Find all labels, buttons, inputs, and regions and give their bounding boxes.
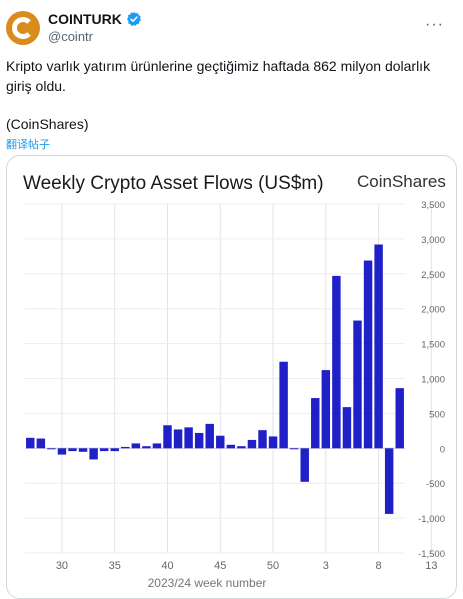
chart-bar — [57, 448, 67, 455]
chart-bar — [142, 446, 151, 449]
chart-bar — [26, 437, 35, 449]
y-tick-label: 1,000 — [421, 375, 445, 386]
chart-bar — [47, 448, 56, 450]
author-handle[interactable]: @cointr — [48, 29, 93, 44]
chart-bar — [363, 260, 373, 449]
avatar[interactable] — [6, 11, 40, 45]
chart-bar — [36, 438, 46, 449]
y-tick-label: 500 — [429, 409, 445, 420]
chart-bar — [353, 320, 362, 449]
x-tick-label: 13 — [425, 560, 437, 572]
y-tick-label: 2,000 — [421, 305, 445, 316]
more-options-icon[interactable]: ··· — [425, 16, 444, 33]
x-tick-label: 8 — [376, 560, 382, 572]
chart-bar — [247, 439, 257, 449]
chart-bar — [342, 407, 352, 449]
chart-bar — [205, 423, 214, 449]
x-tick-label: 3 — [323, 560, 329, 572]
chart-bar — [173, 429, 183, 449]
y-tick-label: 0 — [440, 444, 445, 455]
chart-svg: 3,500 3,000 2,500 2,000 1,500 1,000 500 0 -500 -1… — [23, 172, 446, 590]
chart-grid — [25, 203, 432, 554]
chart-bar — [300, 448, 309, 482]
chart-bar — [184, 427, 193, 449]
chart-bar — [279, 361, 288, 449]
x-tick-label: 30 — [56, 560, 68, 572]
chart-bar — [289, 448, 299, 450]
chart-bar — [131, 443, 141, 449]
chart-bar — [268, 436, 278, 449]
x-tick-label: 50 — [267, 560, 279, 572]
y-axis: 3,500 3,000 2,500 2,000 1,500 1,000 500 0 -500 -1… — [418, 200, 445, 560]
x-tick-label: 35 — [109, 560, 121, 572]
y-tick-label: 3,000 — [421, 235, 445, 246]
chart-bar — [226, 444, 236, 449]
author-names: COINTURK @cointr — [48, 11, 142, 44]
chart-bar — [194, 432, 204, 449]
x-axis-label: 2023/24 week number — [148, 576, 267, 590]
chart-bar — [374, 244, 383, 449]
chart-bar — [395, 388, 404, 449]
chart-bar — [332, 275, 341, 449]
tweet-media-chart[interactable]: 3,500 3,000 2,500 2,000 1,500 1,000 500 0 -500 -1… — [6, 155, 457, 599]
chart-bar — [78, 448, 88, 452]
x-tick-label: 40 — [161, 560, 173, 572]
chart-bar — [311, 398, 320, 449]
x-tick-label: 45 — [214, 560, 226, 572]
y-tick-label: 2,500 — [421, 270, 445, 281]
chart-bar — [321, 370, 331, 449]
chart-bar — [152, 443, 162, 449]
chart-bar — [68, 448, 77, 452]
verified-badge-icon — [126, 11, 142, 27]
x-axis: 30 35 40 45 50 3 8 13 — [56, 560, 438, 572]
translate-post-link[interactable]: 翻译帖子 — [6, 139, 50, 151]
chart-bar — [121, 446, 130, 449]
tweet-text: Kripto varlık yatırım ürünlerine geçtiği… — [6, 58, 431, 94]
y-tick-label: -500 — [426, 479, 445, 490]
chart-title: Weekly Crypto Asset Flows (US$m) — [23, 173, 324, 194]
chart-bar — [110, 448, 119, 452]
tweet-source-text: (CoinShares) — [6, 116, 89, 132]
tweet-header: COINTURK @cointr ··· — [6, 8, 456, 48]
chart-bar — [237, 446, 246, 449]
chart-bar — [89, 448, 98, 460]
display-name-text: COINTURK — [48, 11, 122, 27]
coinshares-brand: CoinShares — [357, 172, 446, 191]
chart-bar — [258, 430, 267, 449]
chart-bar — [163, 425, 172, 449]
author-display-name[interactable]: COINTURK — [48, 11, 142, 27]
y-tick-label: -1,500 — [418, 549, 445, 560]
chart-bar — [384, 448, 394, 514]
y-tick-label: 1,500 — [421, 340, 445, 351]
chart-bar — [99, 448, 109, 452]
chart-bars — [26, 244, 404, 514]
cointurk-logo-icon — [12, 17, 34, 39]
y-tick-label: 3,500 — [421, 200, 445, 211]
y-tick-label: -1,000 — [418, 514, 445, 525]
chart-bar — [216, 435, 225, 449]
